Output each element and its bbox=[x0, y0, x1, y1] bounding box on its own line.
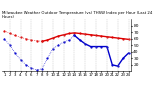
Text: Milwaukee Weather Outdoor Temperature (vs) THSW Index per Hour (Last 24 Hours): Milwaukee Weather Outdoor Temperature (v… bbox=[2, 11, 152, 19]
